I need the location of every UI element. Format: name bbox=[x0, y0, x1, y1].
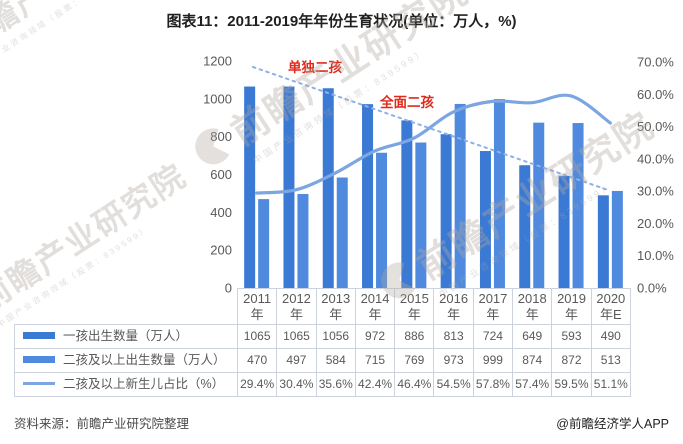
bar-second-child bbox=[493, 99, 505, 289]
credit-note: @前瞻经济学人APP bbox=[556, 417, 669, 431]
left-axis-tick: 1200 bbox=[203, 54, 232, 69]
trend-dotted-line bbox=[252, 66, 609, 191]
legend-label: 一孩出生数量（万人） bbox=[63, 329, 189, 343]
legend-cell: 一孩出生数量（万人） bbox=[14, 324, 238, 349]
year-header-cell: 2020年E bbox=[590, 288, 631, 325]
year-header-cell: 2012年 bbox=[276, 288, 317, 325]
value-cell: 872 bbox=[551, 348, 592, 373]
value-cell: 59.5% bbox=[551, 372, 592, 397]
year-header-cell: 2015年 bbox=[394, 288, 435, 325]
table-row: 一孩出生数量（万人） 1065 1065 1056 972 886 813 724 649 593… bbox=[14, 324, 631, 349]
value-cell: 715 bbox=[354, 348, 396, 373]
legend-label: 二孩及以上新生儿占比（%） bbox=[63, 377, 225, 391]
value-cell: 1065 bbox=[236, 324, 278, 349]
legend-swatch-icon bbox=[23, 356, 55, 364]
bar-first-child bbox=[362, 104, 374, 288]
bar-second-child bbox=[258, 199, 270, 288]
value-cell: 1056 bbox=[315, 324, 356, 349]
value-cell: 497 bbox=[276, 348, 317, 373]
value-cell: 886 bbox=[394, 324, 435, 349]
table-row: 二孩及以上出生数量（万人） 470 497 584 715 769 973 999 874 872… bbox=[14, 348, 631, 373]
right-axis-tick: 60.0% bbox=[637, 87, 674, 102]
data-table: 2011年 2012年 2013年 2014年 2015年 2016年 2017年 2018年… bbox=[14, 288, 631, 397]
bar-second-child bbox=[572, 123, 584, 289]
left-axis-tick: 400 bbox=[210, 205, 232, 220]
right-axis-tick: 50.0% bbox=[637, 119, 674, 134]
year-header-cell: 2017年 bbox=[472, 288, 514, 325]
value-cell: 51.1% bbox=[590, 372, 631, 397]
value-cell: 513 bbox=[590, 348, 631, 373]
bar-second-child bbox=[336, 177, 348, 288]
legend-cell: 二孩及以上新生儿占比（%） bbox=[14, 372, 238, 397]
left-axis-tick: 0 bbox=[225, 281, 232, 296]
legend-cell: 二孩及以上出生数量（万人） bbox=[14, 348, 238, 373]
percentage-line bbox=[255, 93, 612, 195]
legend-swatch-icon bbox=[23, 382, 55, 386]
bar-second-child bbox=[415, 142, 427, 288]
bar-second-child bbox=[611, 190, 623, 288]
value-cell: 973 bbox=[433, 348, 474, 373]
annotation-label: 全面二孩 bbox=[379, 94, 434, 110]
value-cell: 46.4% bbox=[394, 372, 435, 397]
value-cell: 593 bbox=[551, 324, 592, 349]
year-header-row: 2011年 2012年 2013年 2014年 2015年 2016年 2017年 2018年… bbox=[15, 288, 631, 325]
bar-first-child bbox=[401, 120, 413, 288]
right-axis-tick: 0.0% bbox=[637, 281, 667, 296]
birth-statistics-chart: 1200 1000 800 600 400 200 0 70.0% 60.0% 50.0% 40.0… bbox=[203, 54, 674, 296]
value-cell: 649 bbox=[512, 324, 553, 349]
value-cell: 769 bbox=[394, 348, 435, 373]
value-cell: 584 bbox=[315, 348, 356, 373]
chart-title: 图表11：2011-2019年年份生育状况(单位：万人，%) bbox=[166, 13, 517, 30]
value-cell: 999 bbox=[472, 348, 514, 373]
value-cell: 874 bbox=[512, 348, 553, 373]
value-cell: 813 bbox=[433, 324, 474, 349]
bar-second-child bbox=[297, 193, 309, 288]
value-cell: 470 bbox=[236, 348, 278, 373]
value-cell: 54.5% bbox=[433, 372, 474, 397]
year-header-cell: 2011年 bbox=[236, 288, 278, 325]
right-axis-tick: 20.0% bbox=[637, 216, 674, 231]
value-cell: 57.4% bbox=[512, 372, 553, 397]
value-cell: 1065 bbox=[276, 324, 317, 349]
value-cell: 490 bbox=[590, 324, 631, 349]
legend-swatch-icon bbox=[23, 332, 55, 340]
right-axis-tick: 40.0% bbox=[637, 151, 674, 166]
right-axis-tick: 10.0% bbox=[637, 248, 674, 263]
empty-corner-cell bbox=[15, 289, 238, 325]
year-header-cell: 2016年 bbox=[433, 288, 474, 325]
left-axis-tick: 800 bbox=[210, 129, 232, 144]
year-header-cell: 2018年 bbox=[512, 288, 553, 325]
left-axis-tick: 1000 bbox=[203, 91, 232, 106]
bar-first-child bbox=[479, 151, 491, 288]
year-header-cell: 2014年 bbox=[354, 288, 396, 325]
bar-first-child bbox=[244, 86, 256, 288]
table-row: 二孩及以上新生儿占比（%） 29.4% 30.4% 35.6% 42.4% 46.4% 54… bbox=[14, 372, 631, 397]
bar-first-child bbox=[558, 175, 570, 288]
right-axis-tick: 30.0% bbox=[637, 184, 674, 199]
value-cell: 42.4% bbox=[354, 372, 396, 397]
year-header-cell: 2019年 bbox=[551, 288, 592, 325]
bar-first-child bbox=[519, 165, 531, 288]
year-header-cell: 2013年 bbox=[315, 288, 356, 325]
value-cell: 57.8% bbox=[472, 372, 514, 397]
bar-first-child bbox=[440, 134, 452, 288]
right-axis-tick: 70.0% bbox=[637, 55, 674, 70]
bar-second-child bbox=[533, 122, 545, 288]
source-note: 资料来源：前瞻产业研究院整理 bbox=[14, 417, 190, 431]
bar-first-child bbox=[322, 88, 334, 289]
value-cell: 30.4% bbox=[276, 372, 317, 397]
left-axis-tick: 600 bbox=[210, 167, 232, 182]
value-cell: 972 bbox=[354, 324, 396, 349]
left-axis-tick: 200 bbox=[210, 243, 232, 258]
bar-second-child bbox=[376, 152, 388, 288]
annotation-label: 单独二孩 bbox=[288, 59, 342, 75]
legend-label: 二孩及以上出生数量（万人） bbox=[63, 353, 226, 367]
bar-second-child bbox=[454, 103, 466, 289]
bar-first-child bbox=[283, 86, 295, 288]
bar-first-child bbox=[597, 195, 609, 288]
value-cell: 29.4% bbox=[236, 372, 278, 397]
value-cell: 35.6% bbox=[315, 372, 356, 397]
value-cell: 724 bbox=[472, 324, 514, 349]
